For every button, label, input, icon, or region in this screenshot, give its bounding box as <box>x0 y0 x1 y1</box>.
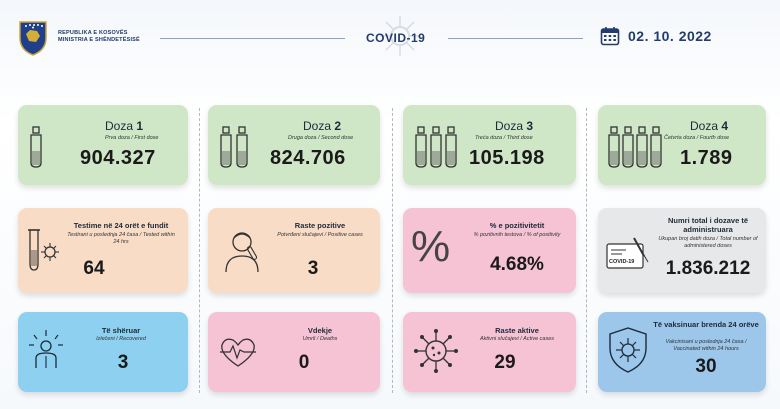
vials-icon <box>220 126 248 168</box>
positivity-title: % e pozitivitetit <box>489 221 545 230</box>
ministry-name: REPUBLIKA E KOSOVËS MINISTRIA E SHËNDETË… <box>58 30 140 44</box>
tests-subtitle: Testirani u poslednja 24 časa / Tested w… <box>67 232 175 245</box>
total-doses-value: 1.836.212 <box>665 258 751 279</box>
vaccinated24-title: Të vaksinuar brenda 24 orëve <box>653 320 759 329</box>
tests-title: Testime në 24 orët e fundit <box>73 221 169 230</box>
deaths-card: Vdekje Umrli / Deaths 0 <box>208 312 380 392</box>
active-value: 29 <box>494 352 516 373</box>
vial-icon <box>30 126 42 168</box>
dose2-title: Doza 2 <box>303 119 342 133</box>
calendar-icon <box>600 27 620 46</box>
total-doses-card: COVID-19 Numri total i dozave të adminis… <box>598 208 766 293</box>
recovered-person-icon <box>29 330 63 368</box>
virus-icon <box>380 16 420 56</box>
recovered-title: Të shëruar <box>101 326 141 335</box>
test-tube-icon <box>28 229 59 271</box>
dose4-subtitle: Četvrta doza / Fourth dose <box>664 135 730 141</box>
vials-icon <box>415 126 457 168</box>
tests-card: Testime në 24 orët e fundit Testirani u … <box>18 208 188 293</box>
dose2-value: 824.706 <box>270 147 346 169</box>
coat-of-arms-icon <box>19 21 47 56</box>
active-subtitle: Aktivni slučajevi / Active cases <box>479 336 555 342</box>
dose3-subtitle: Treća doza / Third dose <box>475 135 533 141</box>
active-card: Raste aktive Aktivni slučajevi / Active … <box>403 312 576 392</box>
virus-icon <box>414 329 458 373</box>
positivity-card: % % e pozitivitetit % pozitivnih testova… <box>403 208 576 293</box>
date-block: 02. 10. 2022 <box>600 26 712 46</box>
dose4-value: 1.789 <box>680 147 733 169</box>
vials-icon <box>608 126 662 168</box>
positivity-value: 4.68% <box>490 254 544 275</box>
total-doses-subtitle: Ukupan broj datih doza / Total number of… <box>658 236 758 249</box>
dose2-card: Doza 2 Druga doza / Second dose 824.706 <box>208 105 380 185</box>
active-title: Raste aktive <box>495 326 539 335</box>
deaths-title: Vdekje <box>307 326 333 335</box>
sick-person-icon <box>225 232 259 272</box>
positive-value: 3 <box>307 258 319 279</box>
vaccine-card-icon <box>606 237 649 269</box>
deaths-value: 0 <box>298 352 310 373</box>
column-divider <box>586 108 587 393</box>
ministry-line1: REPUBLIKA E KOSOVËS <box>58 30 128 36</box>
recovered-value: 3 <box>117 352 129 373</box>
header-divider-right <box>448 38 583 39</box>
column-divider <box>199 108 200 393</box>
page-title: COVID-19 <box>366 31 426 45</box>
heartbeat-icon <box>220 338 256 367</box>
recovered-subtitle: Izlečeni / Recovered <box>96 336 146 342</box>
vaccinated24-value: 30 <box>695 356 717 377</box>
dose1-value: 904.327 <box>80 147 156 169</box>
positive-card: Raste pozitive Potvrđeni slučajevi / Pos… <box>208 208 380 293</box>
ministry-line2: MINISTRIA E SHËNDETËSISË <box>58 37 140 43</box>
dose2-subtitle: Druga doza / Second dose <box>288 135 354 141</box>
dose3-title: Doza 3 <box>495 119 534 133</box>
header-divider-left <box>160 38 345 39</box>
vaccinated24-subtitle: Vakcinisani u poslednja 24 časa / Vaccin… <box>665 339 747 352</box>
dose1-subtitle: Prva doza / First dose <box>105 135 159 141</box>
dose4-title: Doza 4 <box>690 119 729 133</box>
header: REPUBLIKA E KOSOVËS MINISTRIA E SHËNDETË… <box>0 0 780 80</box>
dose1-title: Doza 1 <box>105 119 144 133</box>
positive-title: Raste pozitive <box>294 221 346 230</box>
dose1-card: Doza 1 Prva doza / First dose 904.327 <box>18 105 188 185</box>
percent-icon: % <box>411 222 451 271</box>
shield-virus-icon <box>609 327 647 373</box>
positive-subtitle: Potvrđeni slučajevi / Positive cases <box>277 232 363 238</box>
deaths-subtitle: Umrli / Deaths <box>302 336 338 342</box>
dose3-card: Doza 3 Treća doza / Third dose 105.198 <box>403 105 576 185</box>
report-date: 02. 10. 2022 <box>628 28 712 44</box>
positivity-subtitle: % pozitivnih testova / % of positivity <box>473 232 561 238</box>
vaccine-card-label: COVID-19 <box>609 259 635 265</box>
total-doses-title: Numri total i dozave të administruara <box>667 216 748 234</box>
dose4-card: Doza 4 Četvrta doza / Fourth dose 1.789 <box>598 105 766 185</box>
tests-value: 64 <box>83 258 105 279</box>
recovered-card: Të shëruar Izlečeni / Recovered 3 <box>18 312 188 392</box>
vaccinated24-card: Të vaksinuar brenda 24 orëve Vakcinisani… <box>598 312 766 392</box>
column-divider <box>392 108 393 393</box>
dose3-value: 105.198 <box>469 147 545 169</box>
